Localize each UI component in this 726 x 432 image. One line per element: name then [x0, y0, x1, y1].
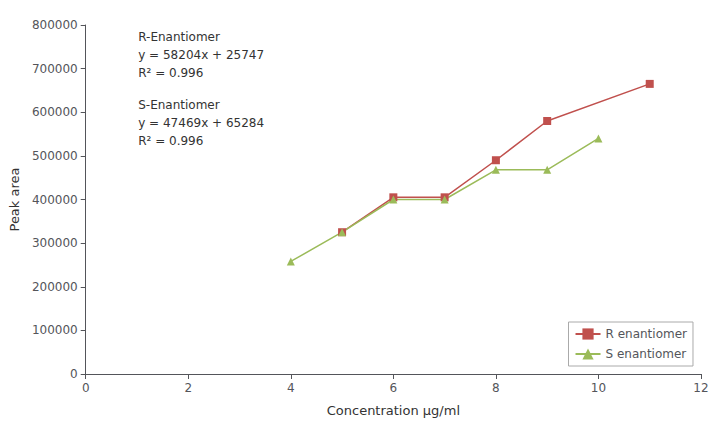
svg-text:600000: 600000 [32, 105, 78, 119]
svg-text:S enantiomer: S enantiomer [606, 347, 687, 361]
svg-text:700000: 700000 [32, 62, 78, 76]
svg-text:2: 2 [184, 381, 192, 395]
svg-text:R² = 0.996: R² = 0.996 [138, 134, 203, 148]
svg-text:8: 8 [492, 381, 500, 395]
svg-text:4: 4 [287, 381, 295, 395]
svg-text:400000: 400000 [32, 193, 78, 207]
svg-text:12: 12 [693, 381, 708, 395]
svg-text:y = 47469x + 65284: y = 47469x + 65284 [138, 116, 264, 130]
svg-text:10: 10 [591, 381, 606, 395]
svg-text:0: 0 [82, 381, 90, 395]
svg-text:500000: 500000 [32, 149, 78, 163]
svg-text:R enantiomer: R enantiomer [606, 327, 688, 341]
svg-text:6: 6 [390, 381, 398, 395]
svg-text:R-Enantiomer: R-Enantiomer [138, 30, 220, 44]
svg-text:y = 58204x + 25747: y = 58204x + 25747 [138, 48, 264, 62]
svg-text:300000: 300000 [32, 236, 78, 250]
svg-text:200000: 200000 [32, 280, 78, 294]
svg-text:0: 0 [70, 367, 78, 381]
svg-text:R² = 0.996: R² = 0.996 [138, 66, 203, 80]
svg-text:100000: 100000 [32, 323, 78, 337]
svg-text:800000: 800000 [32, 18, 78, 32]
svg-text:Peak area: Peak area [7, 168, 22, 232]
svg-text:Concentration μg/ml: Concentration μg/ml [327, 403, 460, 418]
svg-text:S-Enantiomer: S-Enantiomer [138, 98, 220, 112]
